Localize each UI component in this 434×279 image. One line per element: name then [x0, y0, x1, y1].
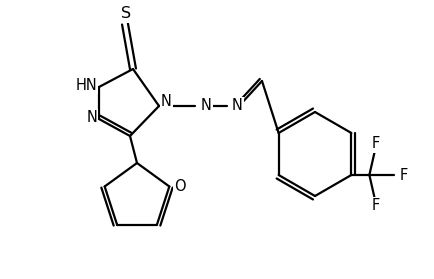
Text: F: F [371, 136, 379, 151]
Text: N: N [232, 98, 243, 114]
Text: F: F [371, 198, 379, 213]
Text: F: F [399, 167, 408, 182]
Text: N: N [161, 93, 172, 109]
Text: HN: HN [75, 78, 97, 93]
Text: N: N [201, 97, 212, 112]
Text: O: O [174, 179, 186, 194]
Text: S: S [121, 6, 131, 21]
Text: N: N [86, 110, 97, 126]
